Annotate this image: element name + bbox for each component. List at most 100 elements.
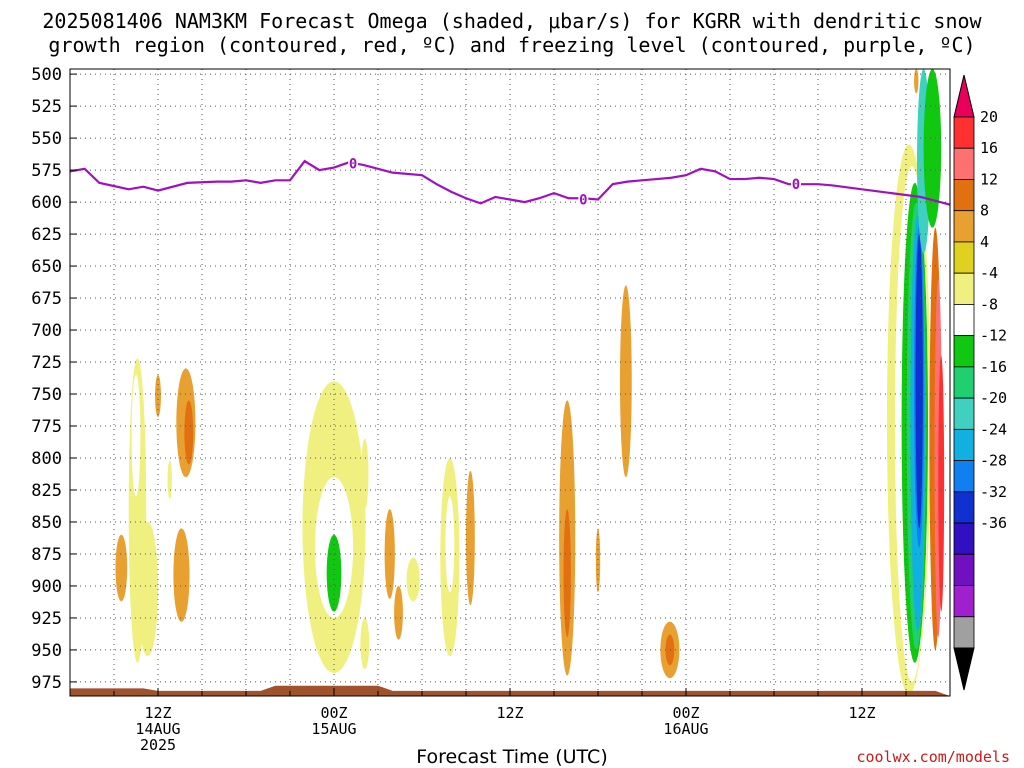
- colorbar-label: -36: [980, 514, 1007, 532]
- omega-region: [115, 534, 128, 602]
- colorbar-swatch: [953, 616, 975, 649]
- colorbar-label: -12: [980, 327, 1007, 345]
- omega-region: [184, 400, 194, 465]
- y-tick-label: 950: [31, 641, 62, 661]
- freezing-level-label: 0: [349, 157, 357, 173]
- omega-region: [137, 521, 158, 657]
- colorbar-swatch: [953, 179, 975, 212]
- y-tick-label: 525: [31, 97, 62, 117]
- omega-region: [466, 470, 475, 606]
- contour-label-bg: [791, 176, 801, 191]
- freezing-level-contour: 0 0 0: [70, 155, 950, 209]
- colorbar-label: -4: [980, 264, 998, 282]
- y-tick-label: 700: [31, 321, 62, 341]
- x-tick-label: 16AUG: [663, 720, 708, 738]
- x-tick-label: 12Z: [144, 704, 171, 722]
- omega-region: [173, 528, 190, 622]
- omega-region: [384, 509, 395, 599]
- colorbar-swatch: [953, 491, 975, 524]
- colorbar-label: 8: [980, 202, 989, 220]
- grid-lines: [70, 69, 950, 696]
- omega-region: [167, 460, 172, 499]
- x-tick-label: 00Z: [672, 704, 699, 722]
- y-tick-label: 775: [31, 417, 62, 437]
- x-tick-label: 12Z: [848, 704, 875, 722]
- y-tick-label: 800: [31, 449, 62, 469]
- colorbar-label: -32: [980, 483, 1007, 501]
- y-tick-label: 575: [31, 161, 62, 181]
- colorbar-swatch: [953, 460, 975, 493]
- x-axis-label: Forecast Time (UTC): [416, 746, 608, 768]
- colorbar-swatch: [953, 210, 975, 243]
- colorbar-label: 16: [980, 139, 998, 157]
- omega-region: [915, 234, 923, 529]
- y-tick-label: 975: [31, 673, 62, 693]
- colorbar-swatch: [953, 116, 975, 149]
- colorbar-label: -28: [980, 452, 1007, 470]
- colorbar-swatch: [953, 304, 975, 337]
- y-tick-label: 550: [31, 129, 62, 149]
- y-tick-label: 850: [31, 513, 62, 533]
- y-tick-label: 675: [31, 289, 62, 309]
- chart-title-line-2: growth region (contoured, red, ºC) and f…: [48, 33, 976, 57]
- omega-region: [360, 617, 370, 670]
- freezing-level-label: 0: [792, 177, 800, 193]
- colorbar-label: 20: [980, 108, 998, 126]
- x-tick-label: 15AUG: [311, 720, 356, 738]
- omega-region: [406, 557, 420, 602]
- x-tick-label: 12Z: [496, 704, 523, 722]
- omega-region: [665, 634, 675, 666]
- omega-region: [131, 374, 141, 497]
- freezing-level-label: 0: [579, 193, 587, 209]
- colorbar-label: -16: [980, 358, 1007, 376]
- colorbar-swatch: [953, 397, 975, 430]
- y-tick-label: 600: [31, 193, 62, 213]
- omega-region: [326, 534, 342, 612]
- colorbar-swatch: [953, 147, 975, 180]
- x-tick-label: 14AUG: [135, 720, 180, 738]
- colorbar-bottom-triangle: [953, 647, 975, 691]
- colorbar-label: 4: [980, 233, 989, 251]
- colorbar-swatch: [953, 241, 975, 274]
- y-tick-label: 900: [31, 577, 62, 597]
- y-tick-label: 500: [31, 65, 62, 85]
- colorbar-swatch: [953, 335, 975, 368]
- omega-region: [914, 69, 919, 94]
- omega-region: [620, 285, 632, 478]
- colorbar-label: -20: [980, 389, 1007, 407]
- x-tick-label: 00Z: [320, 704, 347, 722]
- plot-frame: [69, 68, 951, 697]
- y-tick-label: 650: [31, 257, 62, 277]
- omega-region: [445, 496, 455, 593]
- contour-label-bg: [348, 155, 359, 170]
- y-tick-label: 750: [31, 385, 62, 405]
- omega-region: [938, 355, 945, 612]
- credit-text: coolwx.com/models: [856, 748, 1010, 766]
- y-tick-label: 725: [31, 353, 62, 373]
- colorbar: 20 16 12 8 4 -4 -8 -12 -16 -20 -24 -28 -32 -36: [953, 74, 1007, 691]
- x-tick-label: 2025: [140, 736, 176, 754]
- colorbar-label: -24: [980, 420, 1007, 438]
- colorbar-swatch: [953, 366, 975, 399]
- omega-region: [563, 509, 571, 638]
- chart-title-line-1: 2025081406 NAM3KM Forecast Omega (shaded…: [42, 9, 982, 33]
- omega-region: [155, 374, 161, 418]
- y-tick-label: 925: [31, 609, 62, 629]
- colorbar-swatch: [953, 585, 975, 618]
- contour-label-bg: [578, 191, 589, 206]
- colorbar-label: -8: [980, 295, 998, 313]
- colorbar-swatch: [953, 272, 975, 305]
- y-tick-label: 625: [31, 225, 62, 245]
- freezing-level-line: [70, 159, 950, 206]
- y-tick-label: 825: [31, 481, 62, 501]
- omega-shaded-regions: [115, 69, 945, 695]
- y-axis-ticks: 500 525 550 575 600 625 650 675 700 725 750 775 800 8…: [31, 65, 77, 693]
- omega-region: [361, 438, 369, 510]
- omega-region: [394, 585, 403, 640]
- colorbar-swatch: [953, 428, 975, 461]
- omega-region: [923, 69, 942, 228]
- colorbar-label: 12: [980, 170, 998, 188]
- colorbar-top-triangle: [953, 74, 975, 118]
